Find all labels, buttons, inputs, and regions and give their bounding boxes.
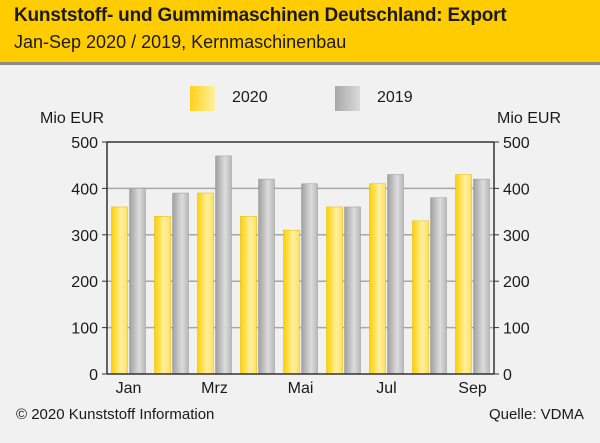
y-tick-label-right: 400	[503, 181, 530, 198]
bar-2019-Aug	[430, 197, 447, 375]
bar-2020-Mai	[283, 229, 300, 375]
bar-2019-Apr	[258, 178, 275, 375]
x-tick-label: Jan	[116, 380, 142, 397]
y-tick-label-left: 500	[71, 135, 98, 152]
legend-label-2020: 2020	[232, 89, 268, 106]
bar-2020-Jun	[326, 206, 343, 375]
y-tick-label-left: 200	[71, 274, 98, 291]
legend-label-2019: 2019	[377, 89, 413, 106]
bar-2020-Jan	[111, 206, 128, 375]
header-banner: Kunststoff- und Gummimaschinen Deutschla…	[0, 0, 600, 65]
y-axis-label-left: Mio EUR	[40, 110, 105, 127]
bar-2019-Jun	[344, 206, 361, 375]
x-tick-label: Mai	[288, 380, 314, 397]
bar-2019-Jul	[387, 174, 404, 375]
y-tick-label-right: 500	[503, 135, 530, 152]
bar-2019-Feb	[172, 192, 189, 375]
y-tick-label-left: 0	[89, 367, 98, 384]
y-tick-label-left: 300	[71, 228, 98, 245]
y-tick-label-right: 300	[503, 228, 530, 245]
bar-2019-Mai	[301, 183, 318, 375]
y-axis-label-right: Mio EUR	[497, 110, 562, 127]
bar-2020-Sep	[455, 174, 472, 375]
x-tick-label: Sep	[458, 380, 487, 397]
bar-2020-Apr	[240, 215, 257, 375]
bar-2020-Aug	[412, 220, 429, 375]
y-tick-label-right: 200	[503, 274, 530, 291]
copyright-note: © 2020 Kunststoff Information	[16, 406, 215, 423]
y-tick-label-right: 0	[503, 367, 512, 384]
y-tick-label-left: 400	[71, 181, 98, 198]
x-tick-label: Mrz	[201, 380, 228, 397]
chart-title: Kunststoff- und Gummimaschinen Deutschla…	[14, 5, 507, 26]
bar-2019-Jan	[129, 188, 146, 375]
legend-swatch-2020	[190, 86, 215, 111]
y-tick-label-right: 100	[503, 321, 530, 338]
bar-2020-Jul	[369, 183, 386, 375]
bar-2020-Mrz	[197, 192, 214, 375]
x-tick-label: Jul	[376, 380, 396, 397]
bar-2020-Feb	[154, 215, 171, 375]
chart-subtitle: Jan-Sep 2020 / 2019, Kernmaschinenbau	[14, 32, 347, 52]
source-note: Quelle: VDMA	[488, 406, 584, 423]
bar-2019-Mrz	[215, 155, 232, 375]
legend-swatch-2019	[335, 86, 360, 111]
bar-2019-Sep	[473, 178, 490, 375]
y-tick-label-left: 100	[71, 321, 98, 338]
